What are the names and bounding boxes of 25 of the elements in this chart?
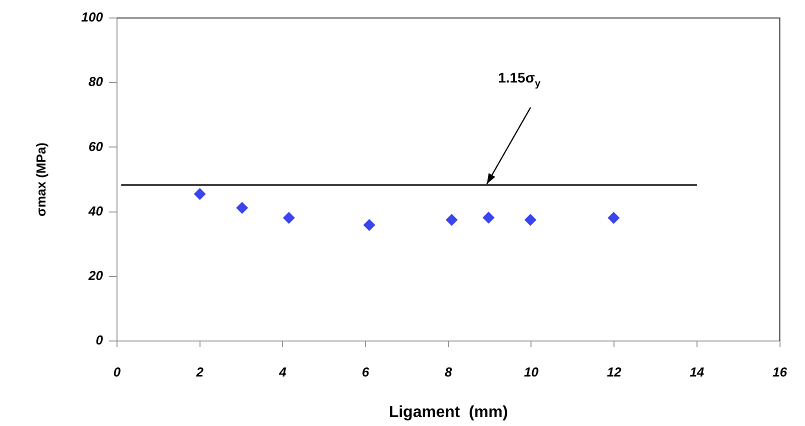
y-tick-label: 80 [88,74,104,90]
point [282,212,295,224]
y-tick-label: 0 [96,332,104,348]
y-tick-label: 20 [88,268,104,283]
x-tick-label: 0 [113,364,122,380]
y-axis-title: σmax (MPa) [33,142,48,216]
point [363,219,376,232]
x-tick-label: 10 [524,364,540,380]
x-tick-label: 14 [690,364,705,380]
x-tick-label: 12 [606,364,622,380]
x-tick-label: 16 [772,364,788,380]
x-tick-label: 4 [278,364,288,380]
y-tick-label: 40 [88,203,104,218]
x-tick-label: 2 [195,364,204,380]
x-tick-label: 8 [444,364,453,380]
point [194,188,206,200]
point [608,212,620,224]
point [482,212,495,224]
point [236,202,248,214]
y-tick-label: 60 [88,138,104,154]
y-tick-label: 100 [81,10,104,25]
x-axis-title: Ligament (mm) [388,404,508,421]
x-tick-label: 6 [362,364,370,380]
point [524,214,536,226]
point [446,214,458,226]
